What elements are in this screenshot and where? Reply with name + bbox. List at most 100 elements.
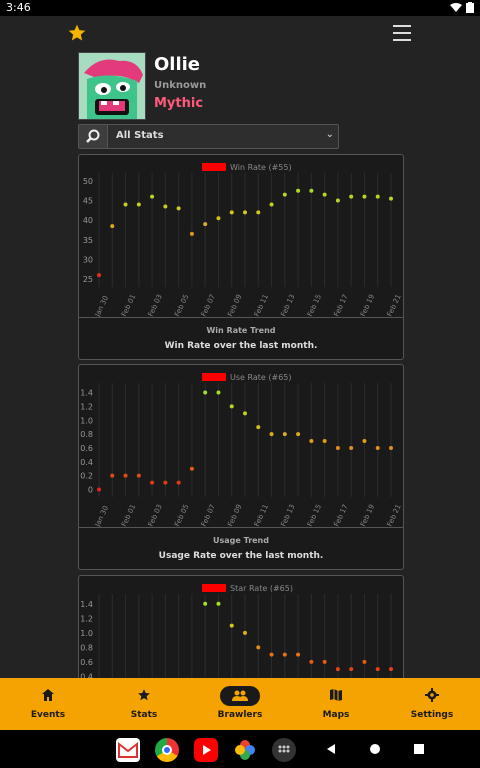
recents-icon[interactable] [413, 743, 425, 755]
x-tick-label: Feb 07 [200, 503, 217, 527]
data-point [349, 667, 354, 672]
search-icon [79, 125, 108, 148]
data-point [256, 645, 261, 650]
system-navigation-bar [0, 730, 480, 768]
chart-subtitle: Usage Rate over the last month. [158, 551, 324, 561]
data-point [203, 222, 208, 227]
nav-maps[interactable]: Maps [296, 678, 376, 730]
data-point [150, 194, 155, 199]
youtube-app-icon[interactable] [194, 738, 218, 762]
data-point [309, 439, 314, 444]
nav-label: Events [30, 710, 66, 720]
status-icons [450, 2, 474, 13]
brawler-name: Ollie [154, 54, 201, 75]
data-point [243, 630, 247, 635]
data-point [97, 487, 101, 492]
data-point [362, 439, 367, 444]
map-icon [330, 689, 342, 701]
data-point [362, 659, 367, 664]
y-tick-label: 0.8 [80, 430, 93, 439]
x-tick-label: Feb 09 [226, 503, 243, 527]
data-point [389, 667, 393, 672]
data-point [189, 231, 194, 236]
data-point [163, 480, 168, 485]
data-point [216, 390, 221, 395]
x-tick-label: Feb 03 [147, 293, 164, 317]
chevron-down-icon: ⌄ [325, 129, 334, 140]
data-point [322, 439, 327, 444]
x-tick-label: Feb 11 [253, 293, 270, 317]
stats-dropdown[interactable]: All Stats ⌄ [78, 124, 339, 149]
home-icon [42, 689, 54, 701]
nav-label: Settings [410, 710, 454, 720]
data-point [375, 194, 380, 199]
gmail-app-icon[interactable] [116, 738, 140, 762]
app-drawer-icon[interactable] [272, 738, 296, 762]
legend-label: Star Rate (#65) [230, 584, 293, 593]
photos-app-icon[interactable] [233, 738, 257, 762]
data-point [349, 445, 354, 450]
data-point [389, 196, 393, 201]
data-point [229, 623, 234, 628]
nav-events[interactable]: Events [8, 678, 88, 730]
data-point [269, 652, 274, 657]
favorite-star-icon[interactable] [67, 23, 87, 43]
wifi-icon [450, 2, 462, 12]
nav-stats[interactable]: Stats [104, 678, 184, 730]
data-point [123, 473, 128, 478]
data-point [282, 192, 287, 197]
data-point [256, 210, 261, 215]
brawler-portrait-icon [79, 53, 145, 119]
data-point [269, 202, 274, 207]
y-tick-label: 0.4 [80, 672, 93, 681]
x-tick-label: Feb 01 [120, 503, 137, 527]
back-icon[interactable] [325, 743, 337, 755]
x-tick-label: Feb 09 [226, 293, 243, 317]
x-tick-label: Jan 30 [93, 295, 110, 317]
x-tick-label: Feb 13 [279, 293, 296, 317]
y-tick-label: 1.0 [80, 629, 93, 638]
nav-active-indicator [220, 686, 260, 706]
x-tick-label: Feb 05 [173, 503, 190, 527]
x-tick-label: Feb 19 [359, 293, 376, 317]
x-tick-label: Feb 17 [332, 293, 349, 317]
bottom-navigation: Events Stats Brawlers Maps Settings [0, 678, 480, 730]
brawler-subtitle: Unknown [154, 80, 207, 91]
chart-footer: Win Rate Trend Win Rate over the last mo… [79, 317, 403, 360]
data-point [349, 194, 354, 199]
home-button-icon[interactable] [369, 743, 381, 755]
data-point [322, 192, 327, 197]
y-tick-label: 0.6 [80, 444, 93, 453]
x-tick-label: Feb 21 [386, 503, 403, 527]
x-tick-label: Jan 30 [93, 505, 110, 527]
data-point [243, 210, 247, 215]
chart-title: Win Rate Trend [206, 326, 276, 335]
group-icon [232, 690, 248, 701]
x-tick-label: Feb 05 [173, 293, 190, 317]
y-tick-label: 1.4 [80, 389, 93, 398]
x-tick-label: Feb 17 [332, 503, 349, 527]
legend-label: Use Rate (#65) [230, 373, 292, 382]
data-point [389, 445, 393, 450]
data-point [243, 411, 247, 416]
x-tick-label: Feb 03 [147, 503, 164, 527]
y-tick-label: 0.4 [80, 458, 93, 467]
data-point [375, 445, 380, 450]
data-point [110, 224, 115, 229]
y-tick-label: 0 [88, 486, 93, 495]
menu-button[interactable] [393, 25, 411, 41]
data-point [335, 445, 340, 450]
y-tick-label: 45 [83, 197, 93, 206]
menu-line [393, 39, 411, 41]
data-point [229, 210, 234, 215]
chrome-app-icon[interactable] [155, 738, 179, 762]
nav-settings[interactable]: Settings [392, 678, 472, 730]
nav-brawlers[interactable]: Brawlers [200, 678, 280, 730]
data-point [282, 432, 287, 437]
brawler-rarity: Mythic [154, 96, 204, 111]
data-point [189, 466, 194, 471]
y-tick-label: 1.4 [80, 600, 93, 609]
star-icon [138, 689, 150, 701]
chart-card-winrate: Win Rate (#55) 25 30 35 40 45 50 Jan 30 Feb 01 Fe… [78, 154, 404, 360]
data-point [296, 432, 301, 437]
